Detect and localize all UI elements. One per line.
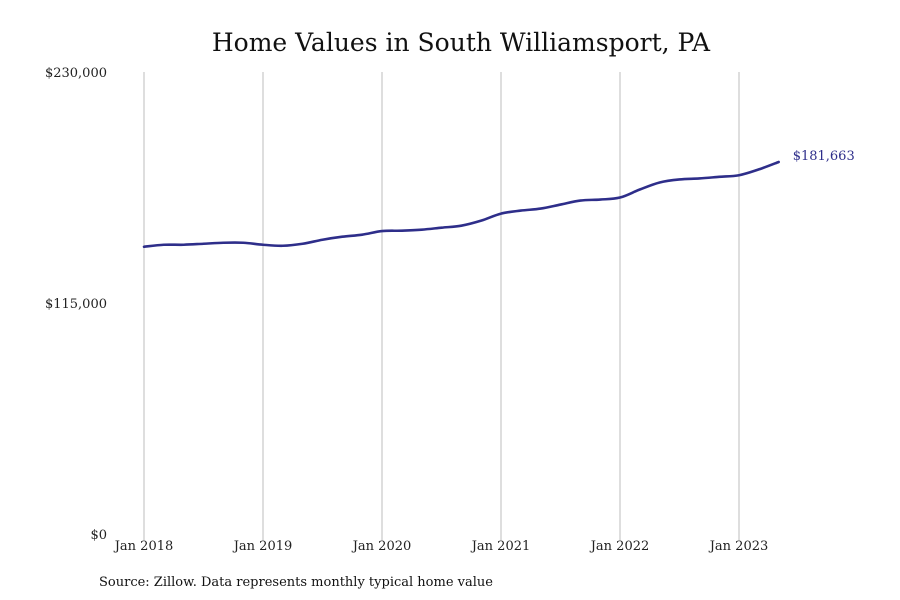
x-tick-label: Jan 2018 bbox=[113, 539, 174, 554]
x-axis-ticks: Jan 2018 Jan 2019 Jan 2020 Jan 2021 Jan 2022… bbox=[113, 539, 769, 554]
y-tick-label: $0 bbox=[90, 528, 107, 543]
x-tick-label: Jan 2023 bbox=[708, 539, 769, 554]
source-note: Source: Zillow. Data represents monthly … bbox=[99, 575, 493, 590]
series-layer bbox=[142, 160, 780, 249]
end-value-label: $181,663 bbox=[793, 149, 855, 164]
x-tick-label: Jan 2022 bbox=[589, 539, 650, 554]
x-tick-label: Jan 2021 bbox=[470, 539, 531, 554]
gridlines bbox=[143, 72, 740, 540]
x-tick-label: Jan 2019 bbox=[232, 539, 293, 554]
y-axis-ticks: $0 $115,000 $230,000 bbox=[45, 66, 107, 543]
y-tick-label: $230,000 bbox=[45, 66, 107, 81]
series-line bbox=[142, 160, 780, 249]
x-tick-label: Jan 2020 bbox=[351, 539, 412, 554]
y-tick-label: $115,000 bbox=[45, 297, 107, 312]
chart-title: Home Values in South Williamsport, PA bbox=[212, 28, 711, 57]
